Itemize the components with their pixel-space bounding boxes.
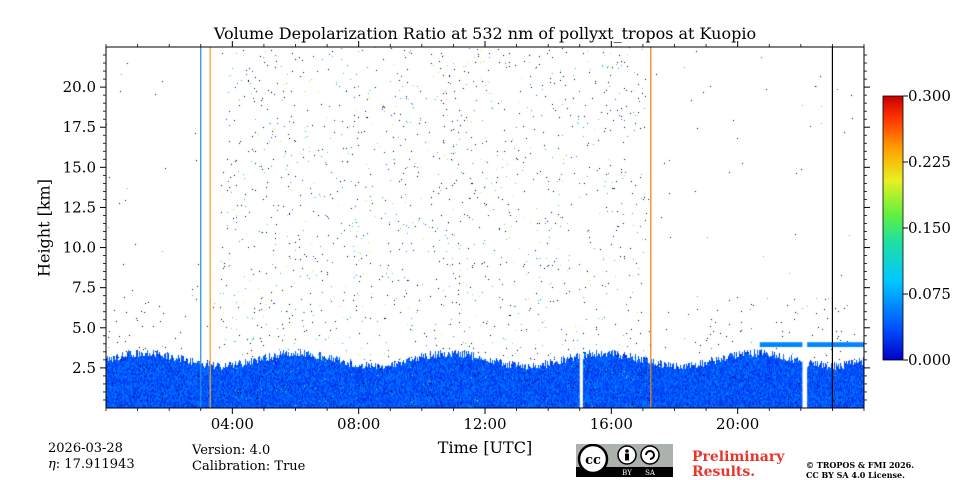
colorbar-ticks: 0.000 0.075 0.150 0.225 0.300 bbox=[903, 87, 951, 369]
copyright-notice: © TROPOS & FMI 2026. CC BY SA 4.0 Licens… bbox=[806, 460, 914, 480]
preliminary-results: Preliminary Results. bbox=[692, 450, 784, 480]
y-tick-label: 12.5 bbox=[63, 198, 96, 216]
y-tick-label: 7.5 bbox=[72, 279, 96, 297]
x-tick-label: 12:00 bbox=[463, 415, 506, 433]
axes: 2.5 5.0 7.5 10.0 12.5 15.0 17.5 20.0 04:00 08:00 1… bbox=[63, 41, 870, 433]
footer-date-eta: 2026-03-28 η: 17.911943 bbox=[48, 441, 135, 473]
prelim-line-2: Results. bbox=[692, 464, 756, 480]
x-tick-label: 04:00 bbox=[211, 415, 254, 433]
x-axis-label: Time [UTC] bbox=[437, 438, 533, 457]
calibration-text: Calibration: True bbox=[192, 459, 306, 474]
svg-text:SA: SA bbox=[645, 469, 656, 477]
heatmap-image bbox=[106, 47, 864, 408]
eta-value: : 17.911943 bbox=[55, 457, 135, 472]
colorbar-tick-label: 0.225 bbox=[908, 153, 951, 171]
date-text: 2026-03-28 bbox=[48, 441, 123, 456]
chart-title: Volume Depolarization Ratio at 532 nm of… bbox=[213, 24, 757, 43]
x-tick-label: 16:00 bbox=[590, 415, 633, 433]
y-tick-label: 17.5 bbox=[63, 118, 96, 136]
x-tick-label: 08:00 bbox=[337, 415, 380, 433]
footer-version: Version: 4.0 Calibration: True bbox=[192, 443, 305, 475]
colorbar-tick-label: 0.075 bbox=[908, 285, 951, 303]
y-axis-label: Height [km] bbox=[34, 179, 54, 277]
svg-text:BY: BY bbox=[622, 469, 632, 477]
svg-text:cc: cc bbox=[585, 453, 601, 468]
colorbar-tick-label: 0.300 bbox=[908, 87, 951, 105]
heatmap-area bbox=[106, 47, 864, 408]
x-tick-label: 20:00 bbox=[716, 415, 759, 433]
y-tick-label: 2.5 bbox=[72, 359, 96, 377]
colorbar bbox=[882, 95, 904, 361]
colorbar-tick-label: 0.150 bbox=[908, 219, 951, 237]
cc-by-sa-icon: cc BY SA bbox=[576, 444, 673, 477]
version-text: Version: 4.0 bbox=[192, 443, 271, 458]
y-tick-label: 5.0 bbox=[72, 319, 96, 337]
eta-text: η: 17.911943 bbox=[48, 457, 135, 472]
y-tick-label: 10.0 bbox=[63, 239, 96, 257]
y-tick-label: 20.0 bbox=[63, 78, 96, 96]
copyright-line-1: © TROPOS & FMI 2026. bbox=[806, 460, 915, 470]
y-tick-label: 15.0 bbox=[63, 158, 96, 176]
copyright-line-2: CC BY SA 4.0 License. bbox=[806, 470, 905, 480]
colorbar-tick-label: 0.000 bbox=[908, 351, 951, 369]
prelim-line-1: Preliminary bbox=[692, 449, 785, 465]
